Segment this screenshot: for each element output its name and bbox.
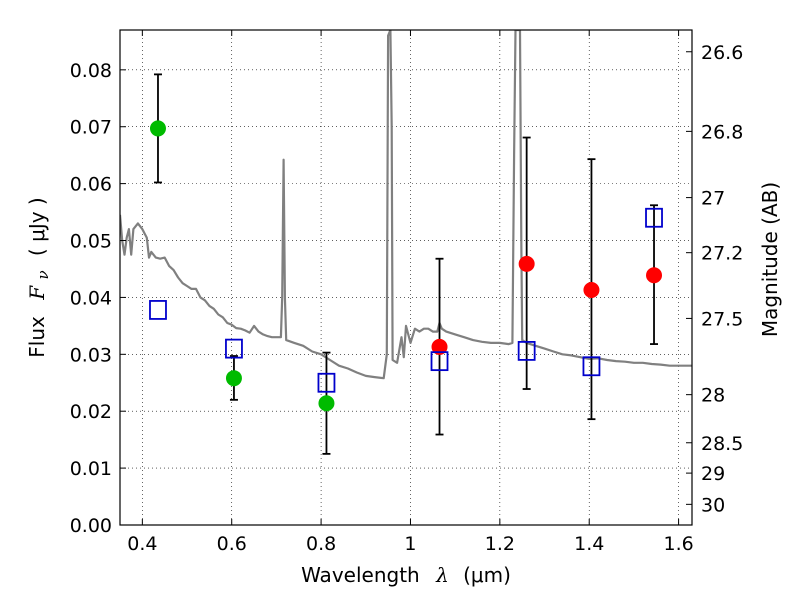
- spectrum-line: [120, 30, 692, 380]
- data-point-circle: [318, 395, 335, 412]
- x-tick-label: 1.6: [663, 533, 693, 555]
- y-tick-label: 0.00: [70, 515, 112, 537]
- y-tick-label: 0.08: [70, 60, 112, 82]
- x-axis-label-unit: (μm): [463, 563, 511, 587]
- data-point-square: [645, 207, 663, 228]
- x-axis-label-symbol: λ: [435, 563, 449, 587]
- y-tick-label: 0.06: [70, 174, 112, 196]
- plot-frame: [119, 29, 693, 526]
- x-axis-label-prefix: Wavelength: [301, 563, 420, 587]
- right-tick-label: 26.8: [701, 121, 743, 143]
- error-bars: [153, 73, 659, 455]
- model-spectrum: [120, 30, 692, 380]
- y-tick-label: 0.02: [70, 401, 112, 423]
- y-axis-label-prefix: Flux: [25, 316, 49, 358]
- y-tick-label: 0.05: [70, 231, 112, 253]
- x-tick-label: 0.6: [217, 533, 247, 555]
- data-point-square: [149, 300, 167, 320]
- y-axis-label-unit: ( μJy ): [25, 197, 49, 256]
- data-point-circle: [518, 255, 535, 272]
- data-point-circle: [149, 120, 166, 137]
- right-tick-label: 26.6: [701, 42, 743, 64]
- data-markers: [149, 120, 663, 412]
- data-point-square: [582, 356, 601, 377]
- right-tick-label: 28.5: [701, 433, 743, 455]
- x-tick-label: 1.2: [485, 533, 515, 555]
- right-tick-label: 27.2: [701, 243, 743, 265]
- y-axis-label-subscript: ν: [34, 270, 52, 279]
- y-tick-label: 0.03: [70, 344, 112, 366]
- right-axis-label: Magnitude (AB): [758, 182, 782, 337]
- right-tick-label: 29: [701, 463, 725, 485]
- data-point-square: [517, 340, 536, 361]
- data-point-square: [317, 372, 336, 393]
- x-tick-label: 1.4: [574, 533, 604, 555]
- y-tick-label: 0.04: [70, 287, 112, 309]
- y-axis-label-symbol: F: [25, 285, 49, 301]
- axis-ticks: 0.4 0.6 0.8 1 1.2 1.4 1.6 0.00 0.01 0.02 0.03 0.04 0…: [70, 30, 743, 555]
- x-tick-label: 1: [404, 533, 416, 555]
- x-tick-label: 0.8: [306, 533, 336, 555]
- data-point-circle: [225, 370, 242, 387]
- data-point-circle: [583, 282, 600, 299]
- data-point-square: [225, 338, 243, 359]
- data-point-square: [430, 351, 449, 372]
- y-tick-label: 0.01: [70, 458, 112, 480]
- right-tick-label: 30: [701, 494, 725, 516]
- right-tick-label: 27.5: [701, 308, 743, 330]
- y-tick-label: 0.07: [70, 117, 112, 139]
- right-tick-label: 27: [701, 188, 725, 210]
- data-point-circle: [646, 267, 663, 284]
- x-tick-label: 0.4: [127, 533, 157, 555]
- right-tick-label: 28: [701, 385, 725, 407]
- x-axis-label: Wavelength λ (μm): [301, 563, 511, 587]
- y-axis-label: Flux F ν ( μJy ): [25, 197, 53, 357]
- grid: [120, 30, 692, 526]
- data-point-circle: [431, 338, 448, 355]
